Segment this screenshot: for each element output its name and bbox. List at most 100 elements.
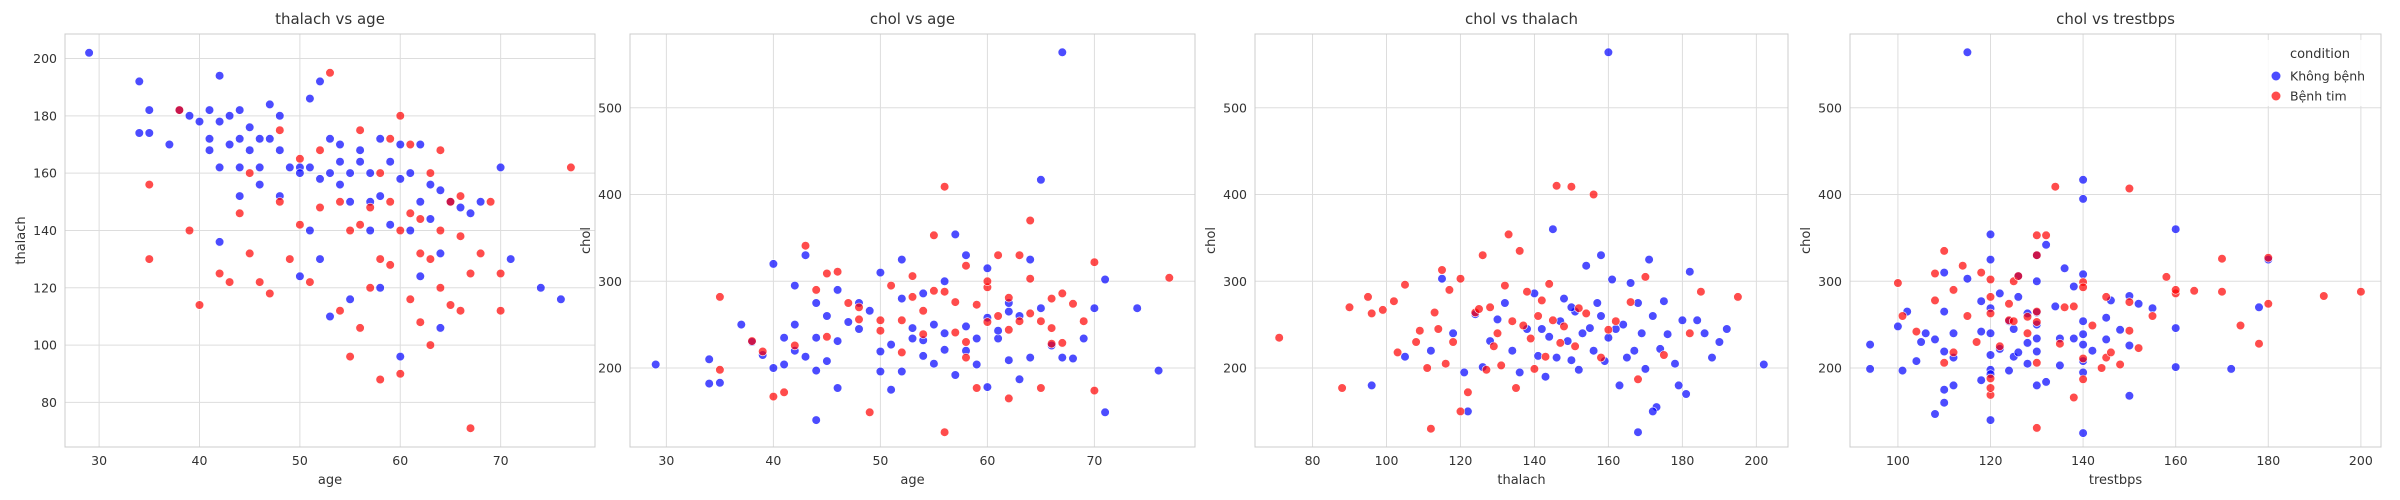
x-axis-label: age (318, 473, 342, 488)
data-point (715, 365, 725, 375)
data-point (235, 191, 245, 201)
data-point (425, 340, 436, 350)
data-point (768, 392, 779, 402)
data-point (345, 225, 355, 236)
data-point (1400, 352, 1410, 362)
data-point (993, 333, 1003, 344)
data-point (2060, 263, 2070, 273)
data-point (245, 168, 255, 178)
data-point (1722, 324, 1732, 334)
data-point (1540, 372, 1551, 382)
data-point (982, 317, 993, 327)
data-point (832, 267, 843, 277)
data-point (1392, 347, 1403, 358)
data-point (1555, 338, 1565, 348)
data-point (2147, 303, 2158, 313)
data-point (1559, 294, 1569, 304)
data-point (1036, 175, 1046, 185)
data-point (1492, 314, 1503, 325)
series-disease (715, 182, 1174, 437)
data-point (929, 230, 939, 240)
data-point (1893, 278, 1903, 288)
data-point (375, 168, 385, 178)
data-point (1014, 316, 1025, 326)
data-point (425, 168, 436, 178)
data-point (225, 277, 235, 287)
data-point (2022, 359, 2033, 369)
data-point (704, 354, 714, 364)
data-point (800, 241, 811, 251)
data-point (768, 259, 779, 269)
data-point (2032, 230, 2042, 240)
data-point (779, 359, 789, 370)
data-point (2032, 333, 2042, 344)
data-point (425, 180, 436, 190)
data-point (2171, 224, 2181, 234)
plot-area (1255, 34, 1788, 447)
legend-marker-no-disease (2271, 71, 2281, 81)
data-point (1415, 326, 1425, 336)
data-point (1948, 347, 1959, 358)
data-point (2106, 347, 2116, 358)
legend-label-disease: Bệnh tim (2290, 89, 2347, 104)
data-point (295, 271, 305, 281)
data-point (315, 254, 325, 264)
data-point (405, 225, 415, 236)
data-point (435, 145, 446, 155)
data-point (335, 139, 345, 150)
data-point (1707, 353, 1717, 363)
data-point (854, 302, 864, 312)
data-point (1733, 292, 1743, 302)
data-point (1566, 355, 1576, 365)
x-axis-label: thalach (1497, 473, 1545, 488)
data-point (365, 283, 375, 293)
data-point (295, 220, 305, 230)
plot-area (65, 34, 595, 447)
data-point (982, 276, 993, 286)
data-point (1670, 359, 1680, 369)
data-point (134, 76, 144, 86)
data-point (1865, 340, 1875, 350)
data-point (1057, 288, 1067, 299)
data-point (1618, 320, 1628, 330)
data-point (144, 105, 154, 115)
data-point (2004, 299, 2014, 309)
data-point (225, 111, 235, 121)
data-point (1100, 274, 1110, 285)
data-point (950, 370, 960, 380)
data-point (1677, 315, 1687, 325)
data-point (1976, 375, 1986, 385)
data-point (194, 300, 205, 310)
data-point (1985, 274, 1996, 285)
data-point (993, 326, 1003, 336)
data-point (315, 202, 325, 213)
data-point (2078, 353, 2088, 364)
data-point (415, 248, 425, 258)
data-point (2022, 338, 2033, 348)
data-point (2124, 297, 2134, 307)
data-point (1939, 358, 1949, 368)
data-point (1079, 333, 1089, 344)
x-tick-label: 160 (2164, 453, 2188, 468)
data-point (435, 283, 446, 293)
data-point (325, 168, 335, 178)
data-point (315, 145, 325, 155)
data-point (704, 379, 714, 389)
data-point (1526, 333, 1536, 344)
data-point (918, 288, 928, 299)
data-point (822, 268, 832, 279)
data-point (1548, 315, 1558, 325)
data-point (1515, 367, 1525, 378)
data-point (1921, 328, 1931, 338)
data-point (1489, 341, 1499, 351)
data-point (1057, 47, 1067, 57)
data-point (1492, 328, 1503, 338)
data-point (1540, 352, 1551, 362)
data-point (365, 168, 375, 178)
data-point (1581, 308, 1591, 319)
data-point (1507, 346, 1517, 356)
data-point (355, 125, 365, 135)
data-point (395, 111, 405, 121)
data-point (325, 134, 335, 144)
data-point (215, 237, 225, 247)
